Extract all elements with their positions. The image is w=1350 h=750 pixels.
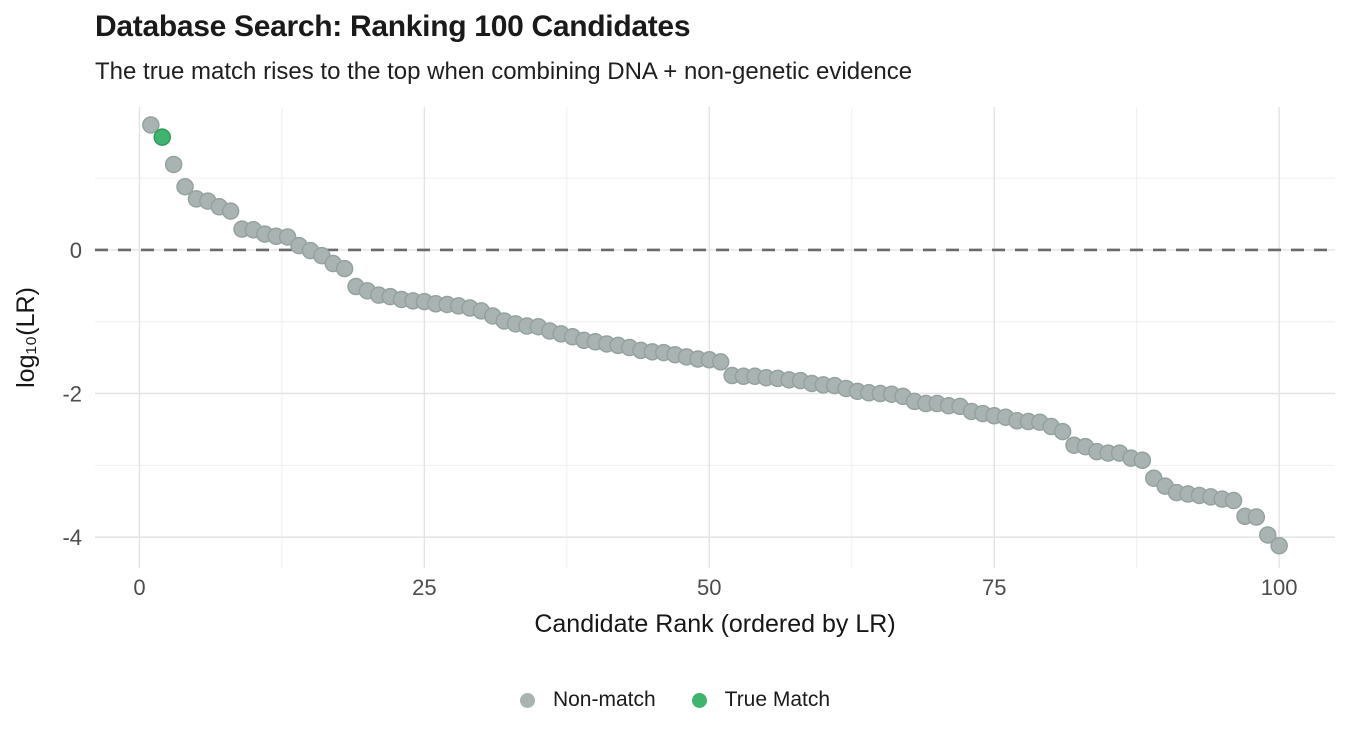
true-match-point [153, 128, 171, 146]
legend: Non-match True Match [0, 688, 1350, 712]
data-point [1259, 526, 1277, 544]
chart-subtitle: The true match rises to the top when com… [95, 58, 913, 85]
data-point [164, 155, 183, 174]
data-point [142, 116, 160, 134]
y-tick-label: -4 [62, 525, 82, 550]
legend-item-true-match: True Match [691, 688, 831, 712]
data-point [176, 177, 194, 196]
y-tick-label: -2 [62, 382, 82, 407]
data-point [1133, 451, 1152, 470]
data-point [711, 353, 730, 371]
data-point [1270, 536, 1288, 555]
y-axis-title: log₁₀(LR) [12, 287, 40, 388]
x-tick-label: 75 [982, 575, 1006, 600]
chart-title: Database Search: Ranking 100 Candidates [95, 10, 691, 43]
x-axis-title: Candidate Rank (ordered by LR) [534, 610, 895, 638]
data-point [221, 202, 240, 220]
x-tick-label: 0 [133, 575, 145, 600]
legend-item-non-match: Non-match [519, 688, 656, 712]
true-match-dot-icon [691, 692, 707, 708]
data-point [1224, 491, 1243, 510]
x-tick-label: 100 [1261, 575, 1298, 600]
x-tick-label: 25 [412, 575, 436, 600]
data-point [1053, 422, 1072, 441]
data-point [335, 259, 354, 278]
legend-label: True Match [724, 688, 831, 711]
y-tick-label: 0 [70, 238, 82, 263]
x-tick-label: 50 [697, 575, 721, 600]
data-point [1247, 508, 1266, 526]
non-match-dot-icon [519, 692, 535, 708]
legend-label: Non-match [552, 688, 656, 711]
